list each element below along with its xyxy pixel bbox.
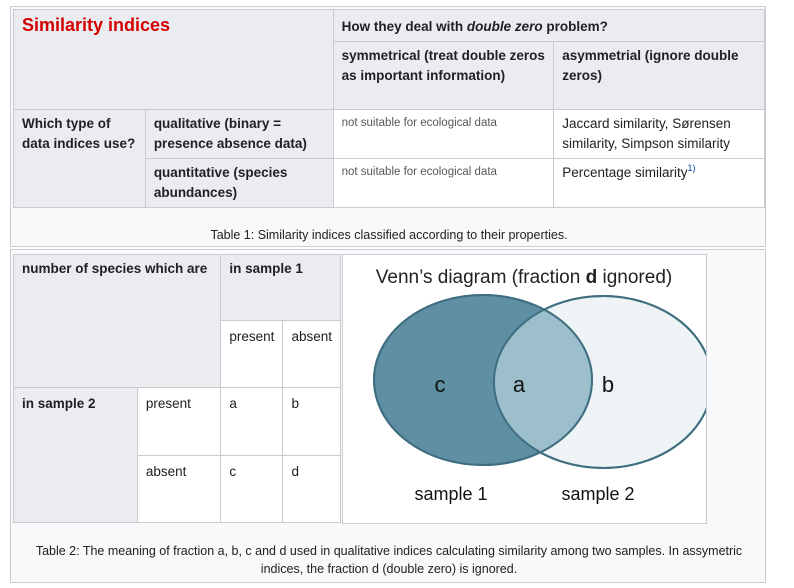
data-type-question: Which type of data indices use? bbox=[13, 109, 146, 208]
cell-b: b bbox=[282, 387, 341, 456]
asymmetrical-header: asymmetrial (ignore double zeros) bbox=[553, 41, 765, 110]
quant-asym-cell: Percentage similarity1) bbox=[553, 158, 765, 208]
cell-a: a bbox=[220, 387, 284, 456]
double-zero-header: How they deal with double zero problem? bbox=[332, 9, 766, 42]
venn-label-a: a bbox=[513, 372, 526, 397]
venn-label-b: b bbox=[602, 372, 614, 397]
cell-d: d bbox=[282, 455, 341, 523]
fraction-table: number of species which are in sample 1 … bbox=[12, 254, 341, 523]
footnote-ref-link[interactable]: 1) bbox=[687, 163, 696, 173]
similarity-indices-table: Similarity indices How they deal with do… bbox=[13, 9, 766, 208]
qualitative-row-header: qualitative (binary = presence absence d… bbox=[144, 109, 334, 159]
quantitative-row-header: quantitative (species abundances) bbox=[144, 158, 334, 208]
venn-svg: Venn’s diagram (fraction d ignored) c a … bbox=[373, 267, 713, 504]
quant-sym-cell: not suitable for ecological data bbox=[332, 158, 555, 208]
sample1-header: in sample 1 bbox=[220, 254, 341, 321]
table1-panel: Similarity indices How they deal with do… bbox=[10, 6, 766, 247]
cell-c: c bbox=[220, 455, 284, 523]
table1-title: Similarity indices bbox=[13, 9, 334, 110]
table2-caption: Table 2: The meaning of fraction a, b, c… bbox=[35, 544, 743, 576]
sample2-header: in sample 2 bbox=[13, 387, 138, 523]
sample2-absent-header: absent bbox=[136, 455, 222, 523]
venn-diagram: Venn’s diagram (fraction d ignored) c a … bbox=[342, 254, 713, 524]
venn-label-c: c bbox=[435, 372, 446, 397]
qual-asym-cell: Jaccard similarity, Sørensen similarity,… bbox=[553, 109, 765, 159]
sample1-present-header: present bbox=[220, 320, 284, 388]
table2-panel: number of species which are in sample 1 … bbox=[10, 249, 766, 583]
symmetrical-header: symmetrical (treat double zeros as impor… bbox=[332, 41, 555, 110]
overlap-region bbox=[494, 296, 592, 465]
venn-sample1-label: sample 1 bbox=[414, 484, 487, 504]
venn-sample2-label: sample 2 bbox=[561, 484, 634, 504]
table1-caption: Table 1: Similarity indices classified a… bbox=[210, 228, 568, 242]
sample1-absent-header: absent bbox=[282, 320, 341, 388]
sample2-present-header: present bbox=[136, 387, 222, 456]
qual-sym-cell: not suitable for ecological data bbox=[332, 109, 555, 159]
species-corner-header: number of species which are bbox=[12, 254, 222, 388]
venn-title: Venn’s diagram (fraction d ignored) bbox=[376, 267, 672, 288]
sample1-outline bbox=[373, 294, 593, 466]
